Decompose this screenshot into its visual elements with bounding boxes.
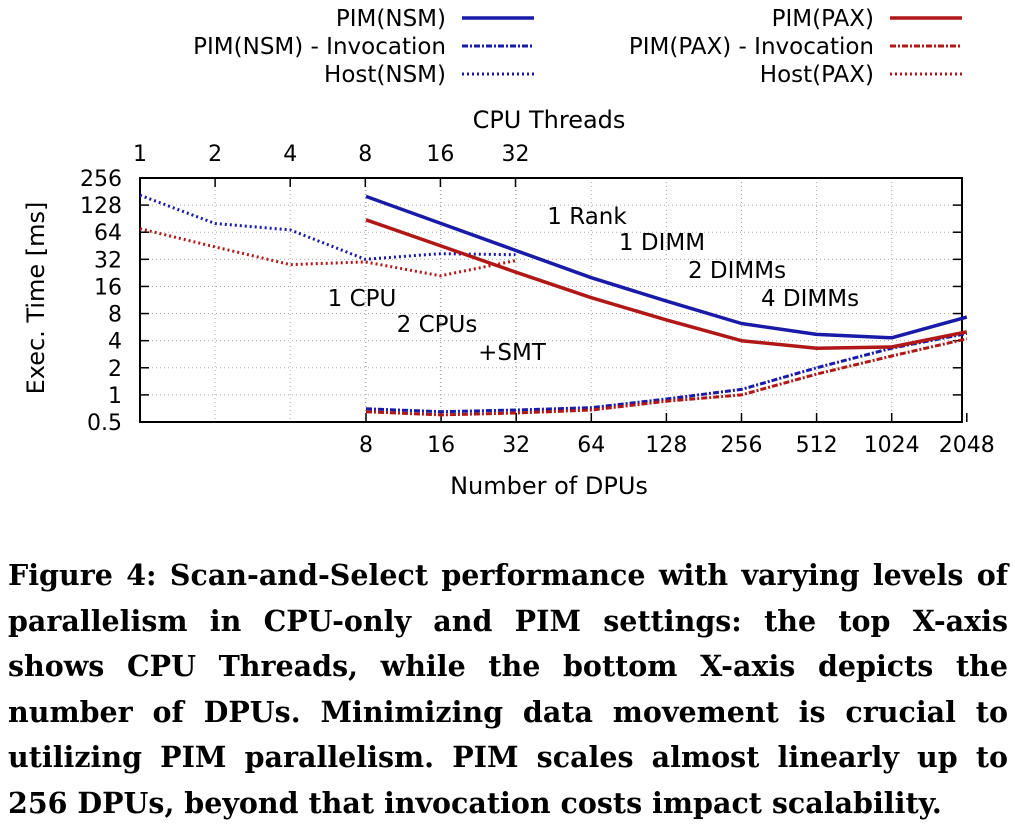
x-tick-label: 16: [427, 433, 455, 458]
x-tick-label: 8: [359, 433, 373, 458]
legend-label: PIM(PAX): [772, 6, 874, 32]
x-tick-label: 512: [796, 433, 838, 458]
y-tick-label: 0.5: [87, 411, 122, 436]
y-tick-label: 2: [108, 357, 122, 382]
figure-caption: Figure 4: Scan-and-Select performance wi…: [8, 558, 1008, 820]
y-tick-label: 1: [108, 384, 122, 409]
annotation-label: 1 CPU: [328, 286, 397, 312]
series-line-pim-nsm-invocation: [365, 332, 968, 414]
grid: [140, 178, 962, 422]
legend-label: Host(NSM): [324, 62, 446, 88]
annotation-label: 4 DIMMs: [761, 286, 859, 312]
y-tick-label: 256: [80, 167, 122, 192]
x-tick-label: 64: [577, 433, 605, 458]
series-lines: [139, 193, 968, 417]
series-line-pim-pax: [365, 218, 968, 350]
plot-frame: [139, 177, 963, 423]
x-tick-label: 1024: [864, 433, 920, 458]
x-axis-title: Number of DPUs: [450, 472, 648, 500]
legend-label: PIM(NSM): [336, 6, 446, 32]
y-tick-label: 128: [80, 194, 122, 219]
top-tick-label: 16: [426, 142, 454, 167]
legend-label: PIM(NSM) - Invocation: [193, 34, 446, 60]
legend-label: PIM(PAX) - Invocation: [629, 34, 874, 60]
series-line-pim-pax-invocation: [365, 337, 968, 417]
top-tick-label: 2: [208, 142, 222, 167]
y-tick-label: 4: [108, 330, 122, 355]
x-tick-label: 32: [502, 433, 530, 458]
y-tick-label: 16: [94, 275, 122, 300]
annotation-label: 1 Rank: [547, 204, 627, 230]
x-tick-label: 256: [721, 433, 763, 458]
annotation-label: 2 DIMMs: [688, 258, 786, 284]
series-line-pim-nsm: [365, 194, 968, 340]
x-tick-label: 128: [645, 433, 687, 458]
top-tick-label: 4: [283, 142, 297, 167]
annotation-label: 2 CPUs: [397, 312, 478, 338]
top-axis-title: CPU Threads: [473, 106, 626, 134]
annotation-label: 1 DIMM: [619, 230, 705, 256]
y-tick-label: 32: [94, 248, 122, 273]
series-line-host-nsm: [139, 193, 516, 261]
x-tick-label: 2048: [939, 433, 995, 458]
top-tick-label: 1: [133, 142, 147, 167]
chart-container: 0.5 1 2 4 8 16 32 64 128 256 8 16 32 64 128 256 512 1024 2…: [22, 6, 995, 500]
annotation-label: +SMT: [478, 340, 547, 366]
top-tick-label: 8: [358, 142, 372, 167]
legend-label: Host(PAX): [760, 62, 874, 88]
y-tick-label: 64: [94, 221, 122, 246]
y-tick-label: 8: [108, 303, 122, 328]
y-axis-title: Exec. Time [ms]: [22, 202, 50, 395]
top-tick-label: 32: [502, 142, 530, 167]
